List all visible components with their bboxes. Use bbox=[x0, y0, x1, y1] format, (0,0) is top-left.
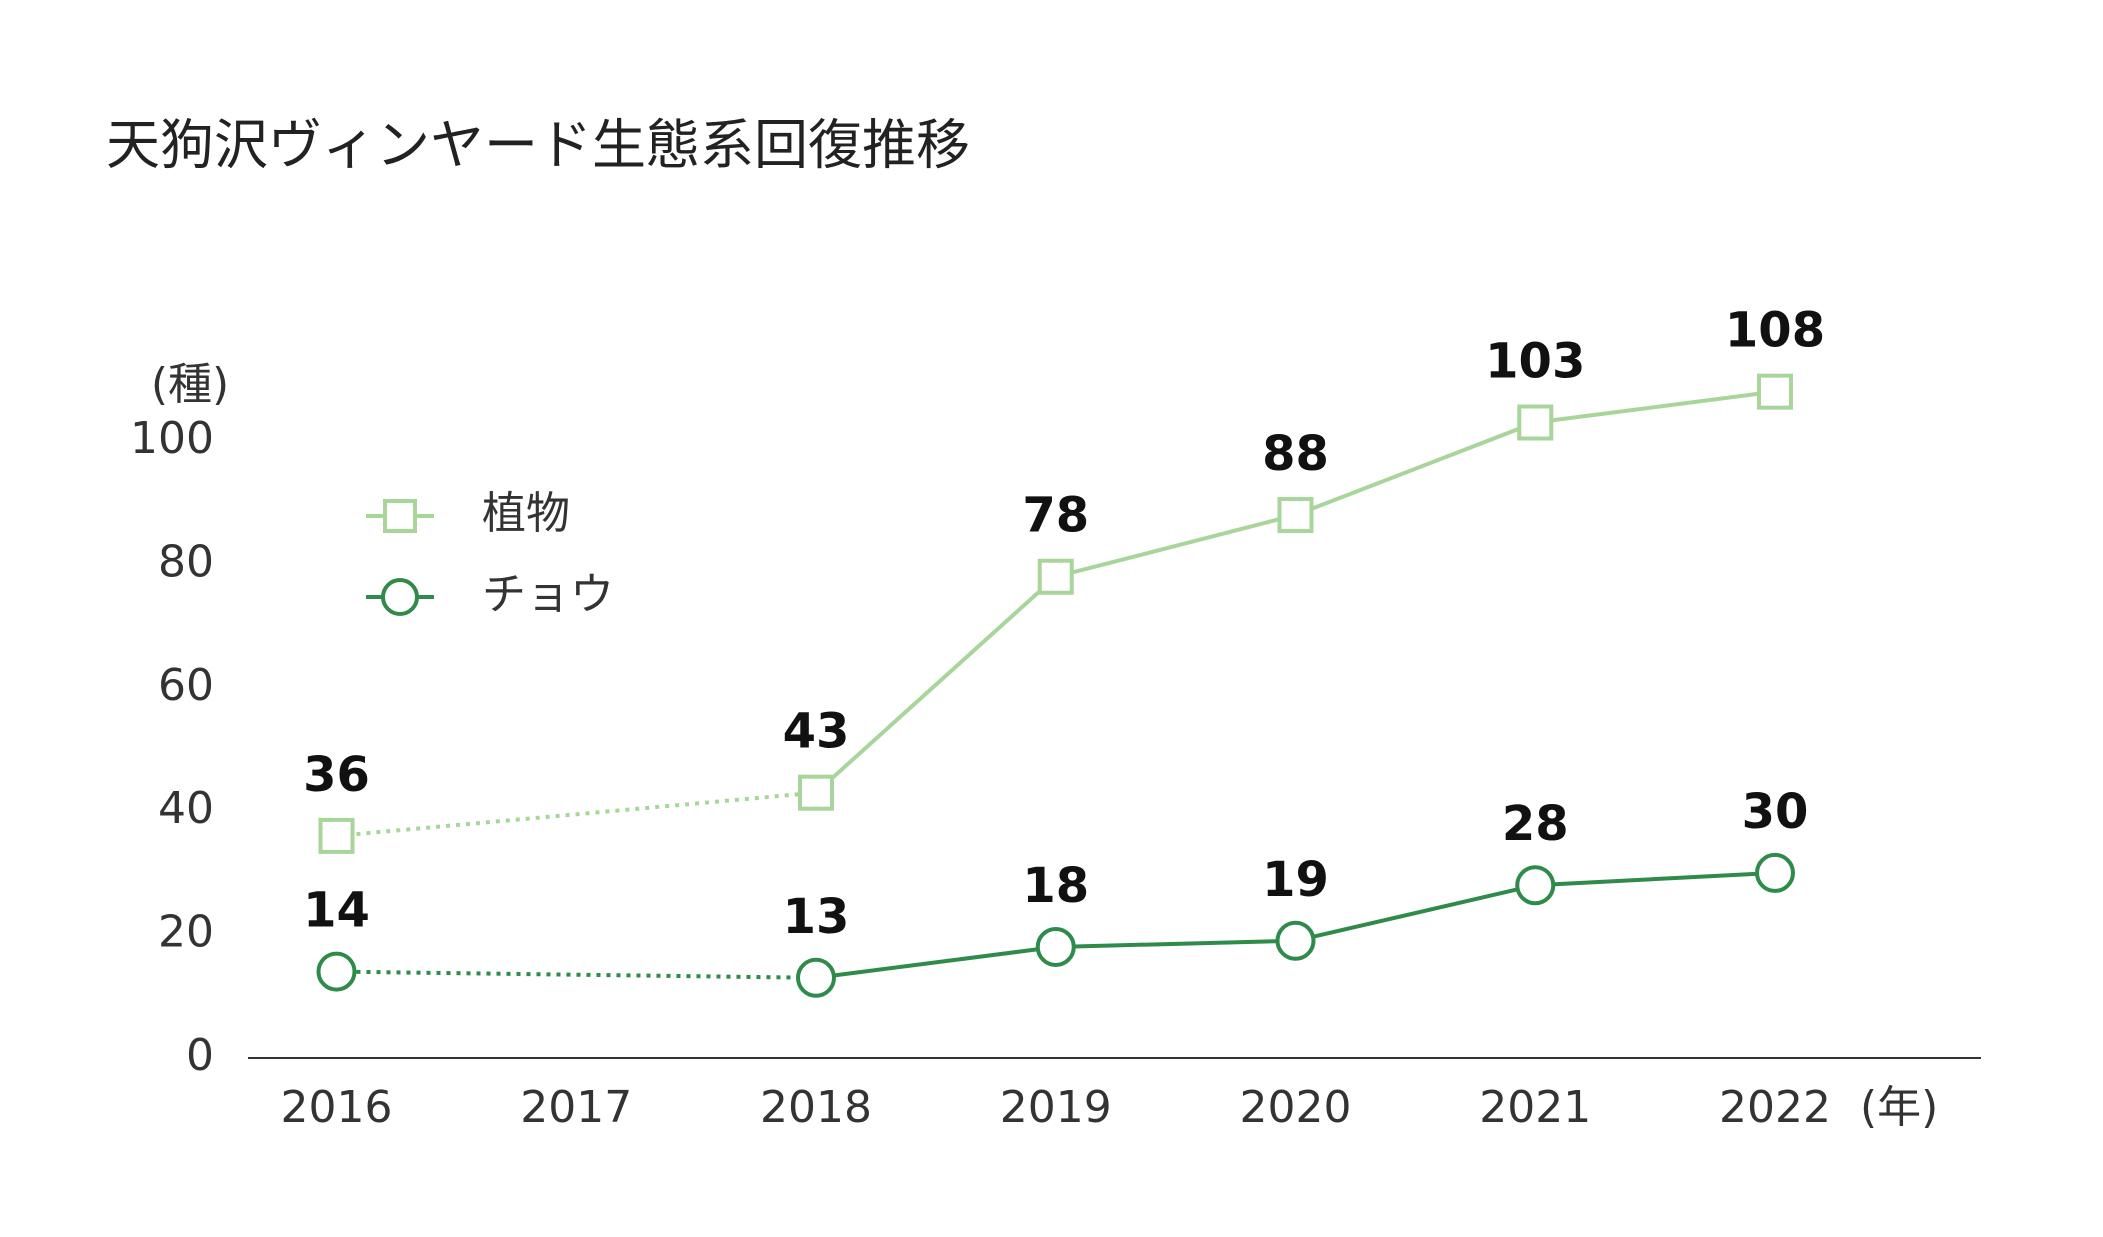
value-label: 13 bbox=[783, 889, 850, 945]
value-label: 28 bbox=[1502, 796, 1569, 852]
y-tick-label: 20 bbox=[158, 907, 214, 958]
gap-connector bbox=[336, 790, 817, 838]
value-label: 14 bbox=[303, 883, 370, 939]
point bbox=[1277, 497, 1314, 534]
point bbox=[1757, 373, 1793, 410]
point bbox=[1037, 558, 1074, 595]
point bbox=[318, 817, 355, 854]
chart-title: 天狗沢ヴィンヤード生態系回復推移 bbox=[106, 114, 970, 177]
value-label: 18 bbox=[1022, 858, 1089, 914]
legend-label: チョウ bbox=[482, 569, 614, 620]
legend-marker bbox=[381, 578, 419, 616]
point bbox=[1517, 404, 1554, 441]
point bbox=[1515, 865, 1556, 906]
legend-marker bbox=[383, 499, 417, 533]
point bbox=[1035, 926, 1076, 967]
x-tick-label: 2017 bbox=[520, 1082, 632, 1133]
x-unit-label: (年) bbox=[1860, 1082, 1938, 1133]
y-unit-label: (種) bbox=[151, 359, 229, 410]
point bbox=[1275, 920, 1316, 961]
y-tick-label: 80 bbox=[158, 536, 214, 587]
value-label: 43 bbox=[783, 704, 850, 760]
value-label: 103 bbox=[1485, 333, 1585, 389]
value-label: 19 bbox=[1262, 852, 1329, 908]
point bbox=[316, 951, 357, 992]
y-tick-label: 60 bbox=[158, 660, 214, 711]
value-label: 36 bbox=[303, 747, 370, 803]
point bbox=[1755, 852, 1795, 893]
value-label: 108 bbox=[1725, 303, 1825, 359]
value-label: 88 bbox=[1262, 426, 1329, 482]
x-tick-label: 2019 bbox=[1000, 1082, 1112, 1133]
point bbox=[796, 957, 836, 998]
y-tick-label: 0 bbox=[186, 1030, 214, 1081]
x-tick-label: 2016 bbox=[281, 1082, 393, 1133]
y-tick-label: 100 bbox=[130, 413, 214, 464]
value-label: 78 bbox=[1022, 488, 1089, 544]
x-tick-label: 2022 bbox=[1719, 1082, 1831, 1133]
x-tick-label: 2020 bbox=[1240, 1082, 1352, 1133]
point bbox=[798, 774, 834, 811]
value-label: 30 bbox=[1742, 784, 1809, 840]
legend-label: 植物 bbox=[482, 488, 570, 539]
x-tick-label: 2021 bbox=[1479, 1082, 1591, 1133]
x-tick-label: 2018 bbox=[760, 1082, 872, 1133]
y-tick-label: 40 bbox=[158, 783, 214, 834]
